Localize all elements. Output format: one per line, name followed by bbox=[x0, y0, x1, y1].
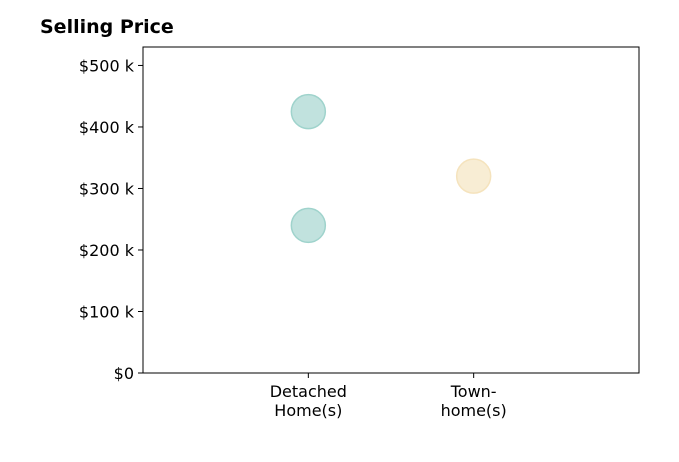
y-tick-label: $200 k bbox=[79, 241, 135, 260]
data-points bbox=[290, 93, 492, 244]
x-tick-label-line: Town- bbox=[450, 382, 497, 401]
y-tick-label: $500 k bbox=[79, 56, 135, 75]
x-tick-label-line: Home(s) bbox=[274, 401, 342, 420]
y-tick-label: $300 k bbox=[79, 179, 135, 198]
plot-frame bbox=[142, 46, 640, 374]
data-point bbox=[290, 93, 327, 130]
y-tick-label: $100 k bbox=[79, 302, 135, 321]
y-axis: $0 $100 k $200 k $300 k $400 k $500 k bbox=[79, 56, 143, 383]
y-tick-label: $0 bbox=[114, 364, 134, 383]
x-tick-label: Detached Home(s) bbox=[270, 382, 347, 420]
x-tick-label: Town-home(s) bbox=[441, 382, 507, 420]
x-tick-label-line: home(s) bbox=[441, 401, 507, 420]
y-tick-label: $400 k bbox=[79, 118, 135, 137]
x-tick-label-line: Detached bbox=[270, 382, 347, 401]
data-point bbox=[455, 158, 492, 194]
chart-title: Selling Price bbox=[40, 16, 174, 38]
x-axis: Detached Home(s) Town-home(s) bbox=[270, 373, 507, 420]
data-point bbox=[290, 207, 327, 244]
